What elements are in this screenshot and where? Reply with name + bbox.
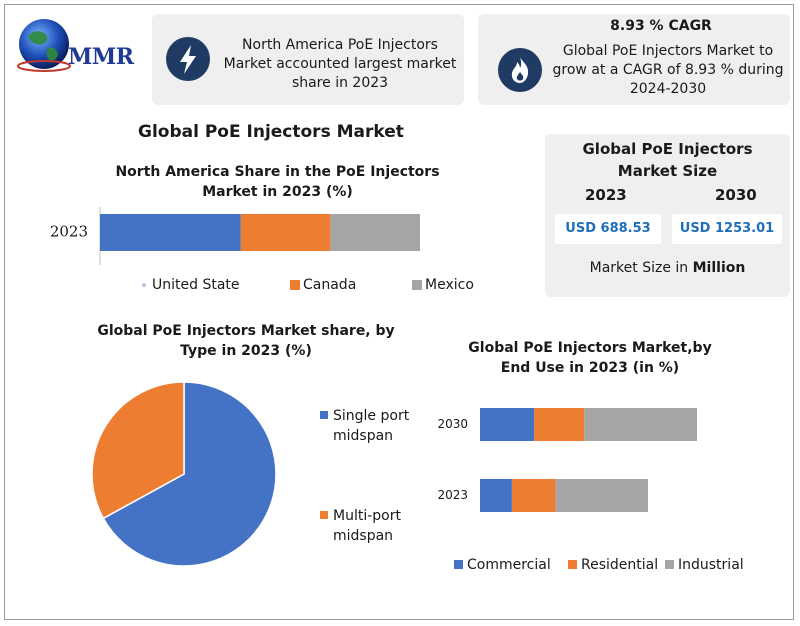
pie-slice-multi-port [91, 381, 185, 520]
pie-legend-label-line1: Single port [333, 408, 410, 424]
na-share-bar-united-state [100, 214, 241, 251]
flame-icon [498, 48, 542, 92]
end-use-legend-label-commercial: Commercial [467, 557, 551, 573]
globe-icon [17, 19, 71, 72]
na-share-chart: 2023 United State Canada Mexico [50, 207, 474, 293]
lightning-icon [166, 37, 210, 81]
logo-text: MMR [68, 44, 134, 70]
na-share-tick-label: 2023 [50, 223, 88, 241]
pie-legend-label-line2: midspan [333, 528, 393, 544]
pie-legend-label-line1: Multi-port [333, 508, 401, 524]
region-highlight-text: North America PoE Injectors Market accou… [223, 37, 457, 91]
end-use-legend-swatch-residential [568, 560, 577, 569]
market-size-unit-bold: Million [692, 260, 746, 276]
end-use-legend-swatch-commercial [454, 560, 463, 569]
na-share-chart-title: North America Share in the PoE Injectors… [115, 164, 440, 200]
na-share-bar-mexico [330, 214, 420, 251]
market-size-unit-prefix: Market Size in [589, 260, 693, 276]
legend-label-canada: Canada [303, 277, 356, 293]
legend-label-mexico: Mexico [425, 277, 474, 293]
end-use-bar-2030-commercial [480, 408, 535, 441]
end-use-bar-2023-industrial [555, 479, 648, 512]
na-share-bar-canada [240, 214, 331, 251]
cagr-title: 8.93 % CAGR [610, 18, 712, 34]
end-use-tick-label: 2030 [437, 417, 468, 431]
end-use-tick-label: 2023 [437, 488, 468, 502]
end-use-bar-2030-residential [534, 408, 585, 441]
market-size-card: Global PoE Injectors Market Size 2023 20… [545, 134, 790, 297]
market-size-value-2023: USD 688.53 [555, 214, 661, 244]
pie-slice-single-port [102, 381, 277, 567]
end-use-legend-label-industrial: Industrial [678, 557, 744, 573]
market-size-year-2030: 2030 [715, 186, 757, 204]
legend-swatch-united-state [142, 283, 146, 287]
end-use-bar-2023-commercial [480, 479, 512, 512]
pie-legend-swatch-multi-port [320, 511, 328, 519]
type-share-chart: Single port midspan Multi-port midspan [91, 381, 410, 567]
main-title: Global PoE Injectors Market [138, 122, 404, 142]
mmr-logo: MMR [14, 14, 142, 84]
pie-legend-label-line2: midspan [333, 428, 393, 444]
legend-label-united-state: United State [152, 277, 240, 293]
region-highlight-card: North America PoE Injectors Market accou… [152, 14, 464, 105]
cagr-card: 8.93 % CAGR Global PoE Injectors Market … [478, 14, 790, 105]
cagr-text: Global PoE Injectors Market to grow at a… [552, 43, 784, 97]
end-use-legend-swatch-industrial [665, 560, 674, 569]
market-size-title: Global PoE Injectors Market Size [582, 140, 753, 180]
pie-legend-swatch-single-port [320, 411, 328, 419]
legend-swatch-canada [290, 280, 300, 290]
infographic-frame [4, 4, 794, 620]
legend-swatch-mexico [412, 280, 422, 290]
end-use-legend-label-residential: Residential [581, 557, 658, 573]
end-use-chart: 2030 2023 Commercial Residential Industrial [437, 408, 744, 573]
market-size-value-2030: USD 1253.01 [672, 214, 782, 244]
type-share-chart-title: Global PoE Injectors Market share, by Ty… [97, 323, 395, 359]
market-size-year-2023: 2023 [585, 186, 627, 204]
end-use-bar-2023-residential [511, 479, 556, 512]
end-use-chart-title: Global PoE Injectors Market,by End Use i… [468, 340, 712, 376]
market-size-unit: Market Size in Million [545, 260, 790, 276]
end-use-bar-2030-industrial [584, 408, 697, 441]
